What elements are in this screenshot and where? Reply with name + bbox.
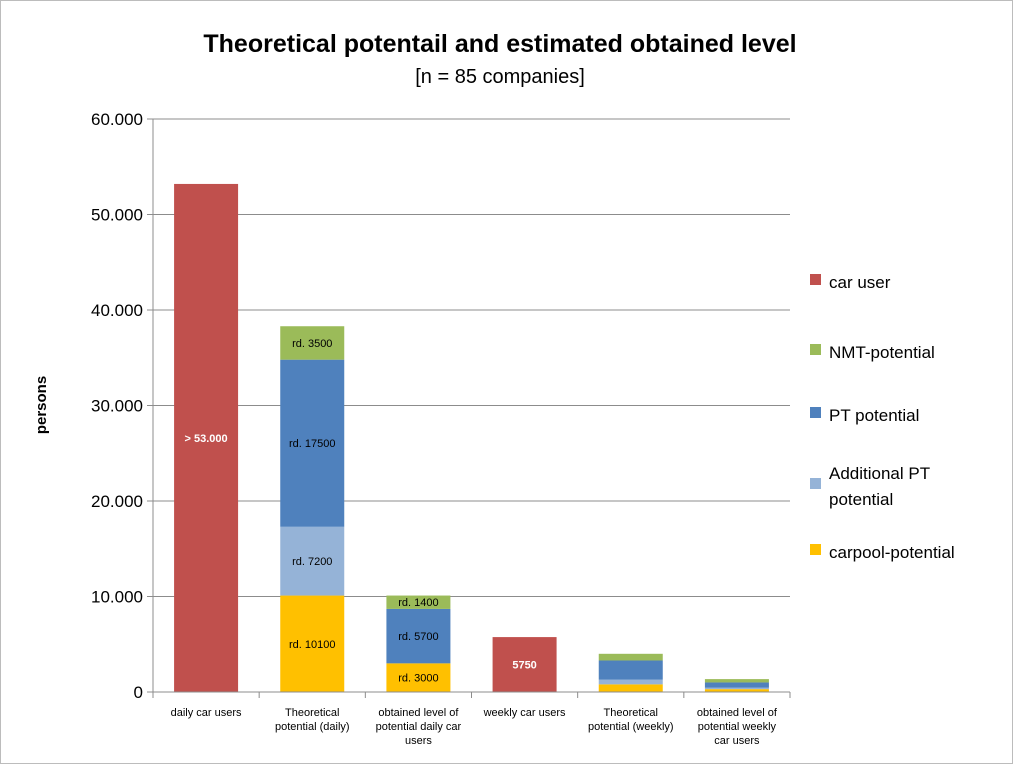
bar-segment — [386, 608, 451, 664]
x-tick-label: daily car users — [171, 707, 242, 719]
bar-segment — [704, 687, 769, 690]
y-axis-label: persons — [33, 376, 50, 434]
x-tick-label: Theoretical potential (weekly) — [588, 707, 674, 733]
legend-swatch — [810, 344, 821, 355]
bar-segment — [598, 660, 663, 680]
data-label: rd. 7200 — [292, 556, 332, 568]
data-labels: > 53.000 rd. 10100 rd. 7200 rd. 17500 rd. 35… — [185, 338, 537, 685]
data-label: rd. 3000 — [398, 673, 438, 685]
bars — [174, 183, 769, 692]
bar-segment — [386, 663, 451, 692]
y-tick-label: 40.000 — [91, 301, 143, 320]
data-label: rd. 17500 — [289, 438, 335, 450]
y-tick-label: 50.000 — [91, 206, 143, 225]
y-tick-label: 20.000 — [91, 492, 143, 511]
bar-segment — [704, 679, 769, 683]
bar-segment — [704, 682, 769, 688]
legend-swatch — [810, 478, 821, 489]
gridlines — [153, 118, 790, 597]
y-tick-label: 60.000 — [91, 110, 143, 129]
legend-swatch — [810, 544, 821, 555]
bar-segment — [386, 595, 451, 609]
legend-label: Additional PT potential — [829, 464, 930, 509]
legend-label: PT potential — [829, 406, 919, 425]
y-tick-label: 10.000 — [91, 588, 143, 607]
legend-label: carpool-potential — [829, 543, 955, 562]
bar-segment — [280, 326, 345, 360]
legend: car user NMT-potential PT potential Additio… — [810, 273, 955, 562]
x-tick-label: obtained level of potential daily car user… — [376, 707, 462, 747]
data-label: rd. 3500 — [292, 338, 332, 350]
y-tick-label: 0 — [134, 683, 143, 702]
chart-title: Theoretical potentail and estimated obta… — [203, 30, 796, 58]
legend-swatch — [810, 407, 821, 418]
x-tick-label: Theoretical potential (daily) — [275, 707, 350, 733]
bar-segment — [598, 679, 663, 685]
legend-label: car user — [829, 273, 891, 292]
data-label: rd. 5700 — [398, 631, 438, 643]
data-label: rd. 1400 — [398, 597, 438, 609]
chart-subtitle: [n = 85 companies] — [415, 66, 585, 88]
y-axis-ticks: 0 10.000 20.000 30.000 40.000 50.000 60.000 — [91, 110, 153, 702]
y-tick-label: 30.000 — [91, 397, 143, 416]
bar-segment — [174, 183, 239, 692]
bar-segment — [280, 526, 345, 596]
x-axis-labels: daily car users Theoretical potential (dai… — [171, 707, 778, 747]
legend-swatch — [810, 274, 821, 285]
data-label: rd. 10100 — [289, 639, 335, 651]
data-label: > 53.000 — [185, 433, 228, 445]
bar-segment — [598, 684, 663, 692]
bar-segment — [492, 637, 557, 692]
bar-segment — [598, 653, 663, 661]
x-tick-label: obtained level of potential weekly car use… — [697, 707, 778, 747]
bar-segment — [704, 689, 769, 692]
data-label: 5750 — [512, 660, 536, 672]
x-tick-label: weekly car users — [483, 707, 566, 719]
axes — [152, 119, 791, 698]
legend-label: NMT-potential — [829, 343, 935, 362]
bar-segment — [280, 359, 345, 527]
bar-segment — [280, 595, 345, 692]
